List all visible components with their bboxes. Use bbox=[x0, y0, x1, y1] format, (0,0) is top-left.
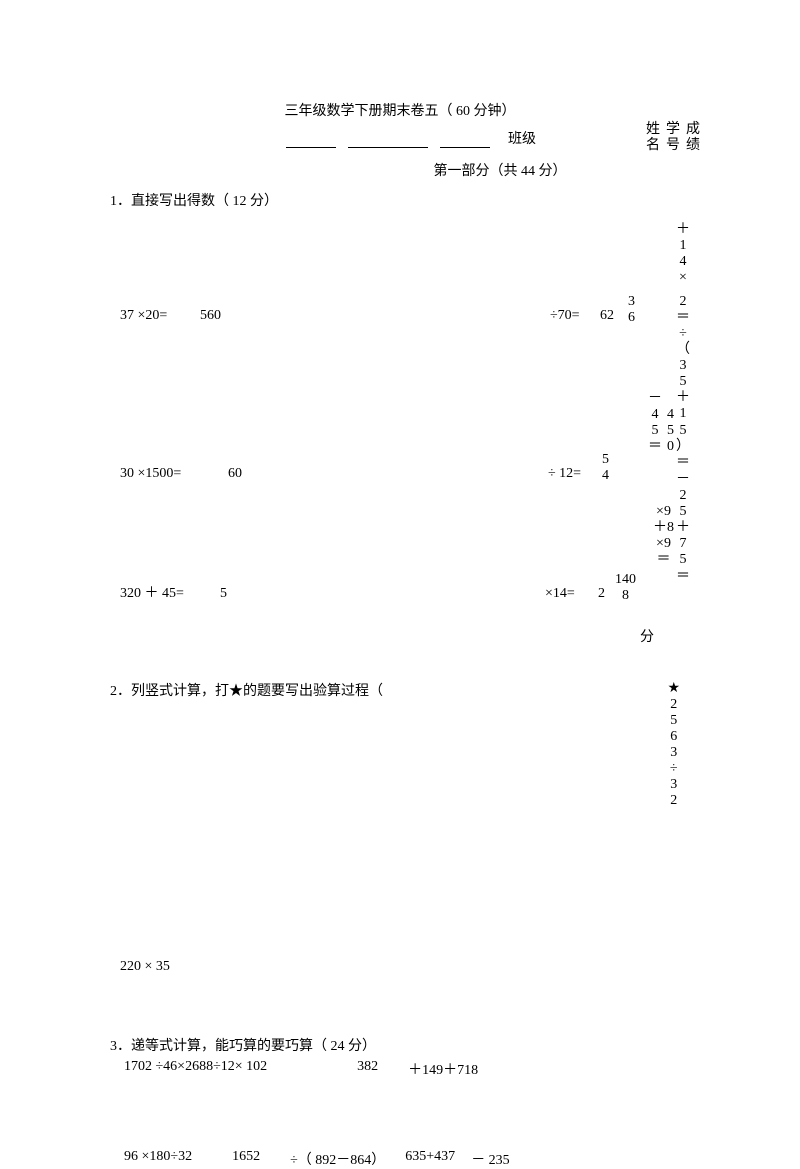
q1-r1-c1a: 37 ×20= bbox=[120, 308, 167, 324]
part-1-label: 第一部分（共 44 分） bbox=[110, 160, 690, 180]
q3-row1: 1702 ÷46×2688÷12× 102 382 ＋149＋718 bbox=[124, 1059, 690, 1079]
q1-header: 1．直接写出得数（ 12 分） bbox=[110, 190, 690, 210]
q1-r1-c2: ÷70= bbox=[550, 308, 580, 324]
q3-r1c: ＋149＋718 bbox=[408, 1059, 478, 1079]
q3-r1a: 1702 ÷46×2688÷12× 102 bbox=[124, 1059, 267, 1079]
q3-row2: 96 ×180÷32 1652 ÷（ 892－864） 635+437 － 23… bbox=[124, 1149, 690, 1169]
exam-title: 三年级数学下册期末卷五（ 60 分钟） bbox=[110, 100, 690, 120]
q2-formula: 220 × 35 bbox=[120, 959, 690, 975]
q1-r2-c1b: 60 bbox=[228, 466, 242, 482]
q2-header: 2．列竖式计算，打★的题要写出验算过程（ bbox=[110, 680, 383, 700]
q1-r2-c2: ÷ 12= bbox=[548, 466, 581, 482]
q2-star-formula: ★2563÷32 bbox=[667, 680, 680, 809]
blank-3 bbox=[440, 128, 490, 148]
q1-r1-c3: 62 bbox=[600, 308, 614, 324]
number-col: 学号 bbox=[666, 122, 680, 154]
q1-r3-140: 1408 bbox=[615, 572, 636, 604]
q1-r2-c1a: 30 ×1500= bbox=[120, 466, 181, 482]
q3-r2a: 96 ×180÷32 bbox=[124, 1149, 192, 1169]
q1-r2-45: 450 bbox=[667, 407, 674, 455]
q3-r2d: 635+437 bbox=[405, 1149, 455, 1169]
q3-r2b: 1652 bbox=[232, 1149, 260, 1169]
q3-r2e: － 235 bbox=[471, 1149, 510, 1169]
q1-r3-c2: ×14= bbox=[545, 586, 575, 602]
q1-r3-x9: ×9＋8×9＝ bbox=[653, 504, 674, 568]
q1-r2-54: 54 bbox=[602, 452, 609, 484]
fen-label: 分 bbox=[640, 630, 654, 646]
q1-r1-c5: 2＝ bbox=[676, 294, 690, 326]
q1-r2-minus45: －45＝ bbox=[648, 391, 662, 455]
info-right-cols: 姓名 学号 成绩 bbox=[646, 122, 700, 154]
q1-r1-c4: 36 bbox=[628, 294, 635, 326]
blank-1 bbox=[286, 128, 336, 148]
score-col: 成绩 bbox=[686, 122, 700, 154]
q1-r3-c1a: 320 ＋ 45= bbox=[120, 586, 184, 602]
q1-r3-c1b: 5 bbox=[220, 586, 227, 602]
q1-vcol-top: ＋14× bbox=[676, 222, 690, 286]
q1-calc-block: ＋14× 37 ×20= 560 ÷70= 62 36 2＝ ÷（35＋15）＝… bbox=[110, 216, 690, 676]
q1-vcol-mid: ÷（35＋15）＝ bbox=[676, 326, 690, 471]
q3-r2c: ÷（ 892－864） bbox=[290, 1149, 385, 1169]
student-info-row: 班级 姓名 学号 成绩 bbox=[110, 128, 690, 148]
class-label: 班级 bbox=[508, 128, 536, 148]
q2-row: 2．列竖式计算，打★的题要写出验算过程（ ★2563÷32 bbox=[110, 680, 690, 809]
name-col: 姓名 bbox=[646, 122, 660, 154]
q3-header: 3．递等式计算，能巧算的要巧算（ 24 分） bbox=[110, 1035, 690, 1055]
q1-r3-c3: 2 bbox=[598, 586, 605, 602]
blank-2 bbox=[348, 128, 428, 148]
q3-r1b: 382 bbox=[357, 1059, 378, 1079]
q1-r1-c1b: 560 bbox=[200, 308, 221, 324]
q3-block: 3．递等式计算，能巧算的要巧算（ 24 分） 1702 ÷46×2688÷12×… bbox=[110, 1035, 690, 1169]
q1-vcol-2575: －25＋75＝ bbox=[676, 472, 690, 585]
